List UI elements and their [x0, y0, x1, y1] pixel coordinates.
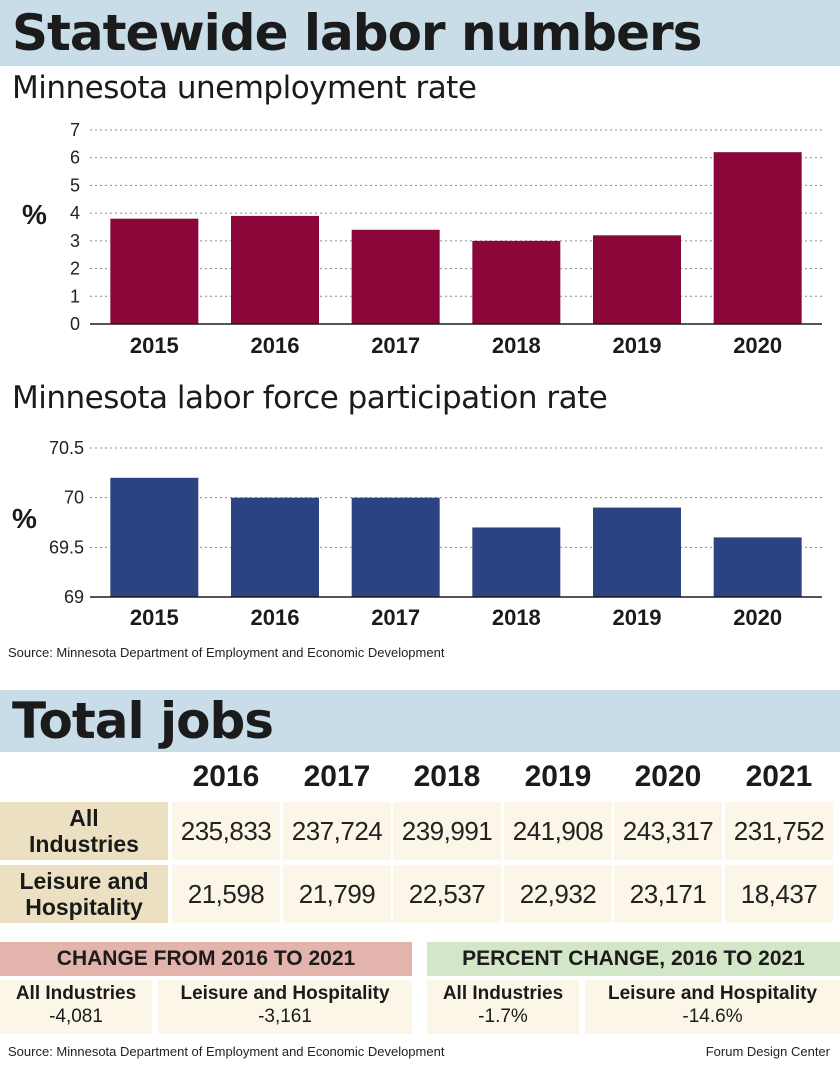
table-cell: 241,908 [504, 802, 612, 860]
x-tick-label: 2017 [371, 605, 420, 630]
y-tick-label: 70 [64, 488, 84, 508]
bar [231, 497, 319, 597]
table-cell: 18,437 [725, 865, 833, 923]
table-cell: 231,752 [725, 802, 833, 860]
y-tick-label: 0 [70, 314, 80, 334]
bar [472, 240, 561, 324]
percent-all-label: All Industries [442, 983, 564, 1004]
table-cell: 235,833 [172, 802, 280, 860]
jobs-banner: Total jobs [0, 690, 840, 752]
bar [351, 497, 440, 597]
table-cell: 239,991 [393, 802, 501, 860]
bar [593, 235, 681, 324]
year-header: 2021 [745, 760, 813, 793]
y-tick-label: 70.5 [49, 438, 84, 458]
year-header: 2018 [413, 760, 481, 793]
bar [110, 218, 199, 324]
table-cell: 21,799 [283, 865, 391, 923]
bar [713, 152, 802, 324]
change-header: CHANGE FROM 2016 TO 2021 [0, 942, 412, 976]
percent-lh-label: Leisure and Hospitality [607, 983, 818, 1004]
y-axis-label: % [22, 199, 47, 230]
percent-change-header: PERCENT CHANGE, 2016 TO 2021 [427, 942, 840, 976]
source-note: Source: Minnesota Department of Employme… [8, 645, 445, 660]
table-cell: 21,598 [172, 865, 280, 923]
y-tick-label: 6 [70, 148, 80, 168]
row-label-leisure-hospitality: Leisure and Hospitality [0, 865, 168, 923]
header-banner: Statewide labor numbers [0, 0, 840, 66]
change-all-label: All Industries [15, 983, 137, 1004]
y-tick-label: 4 [70, 203, 80, 223]
percent-leisure-hospitality: Leisure and Hospitality -14.6% [585, 980, 840, 1034]
bar [713, 537, 802, 597]
y-tick-label: 7 [70, 120, 80, 140]
table-cell: 243,317 [614, 802, 722, 860]
jobs-title: Total jobs [12, 692, 274, 750]
bar [593, 507, 681, 597]
source-note: Source: Minnesota Department of Employme… [8, 1044, 445, 1059]
x-tick-label: 2018 [492, 605, 541, 630]
x-tick-label: 2015 [130, 605, 179, 630]
credit: Forum Design Center [705, 1044, 830, 1059]
y-tick-label: 2 [70, 259, 80, 279]
x-tick-label: 2015 [130, 333, 179, 358]
percent-all-industries: All Industries -1.7% [427, 980, 579, 1034]
y-tick-label: 69 [64, 587, 84, 607]
row-label-all-industries: All Industries [0, 802, 168, 860]
table-cell: 237,724 [283, 802, 391, 860]
participation-chart: 69 69.5 70 70.5% 2015 2016 2017 2018 2019 2020 [12, 438, 822, 630]
bar [472, 527, 561, 597]
y-tick-label: 5 [70, 175, 80, 195]
x-tick-label: 2016 [251, 605, 300, 630]
change-lh-label: Leisure and Hospitality [180, 983, 390, 1004]
x-tick-label: 2020 [733, 333, 782, 358]
year-header: 2016 [192, 760, 260, 793]
page-title: Statewide labor numbers [12, 4, 702, 62]
table-cell: 22,932 [504, 865, 612, 923]
x-tick-label: 2019 [613, 333, 662, 358]
x-tick-label: 2020 [733, 605, 782, 630]
unemployment-chart: 0 1 2 3 4 5 6 7% 2015 2016 2017 2018 2019 2020 [22, 120, 822, 358]
y-tick-label: 69.5 [49, 537, 84, 557]
year-header: 2020 [634, 760, 702, 793]
percent-all-value: -1.7% [478, 1006, 528, 1027]
x-tick-label: 2017 [371, 333, 420, 358]
y-axis-label: % [12, 503, 37, 534]
bar [110, 477, 199, 597]
y-tick-label: 1 [70, 286, 80, 306]
change-leisure-hospitality: Leisure and Hospitality -3,161 [158, 980, 412, 1034]
participation-chart-title: Minnesota labor force participation rate [12, 380, 608, 416]
table-cell: 22,537 [393, 865, 501, 923]
year-header: 2019 [524, 760, 592, 793]
change-all-industries: All Industries -4,081 [0, 980, 152, 1034]
bar [231, 215, 319, 324]
year-header: 2017 [303, 760, 371, 793]
y-tick-label: 3 [70, 231, 80, 251]
bar [351, 229, 440, 324]
change-all-value: -4,081 [49, 1006, 103, 1027]
table-cell: 23,171 [614, 865, 722, 923]
x-tick-label: 2018 [492, 333, 541, 358]
change-lh-value: -3,161 [258, 1006, 312, 1027]
x-tick-label: 2016 [251, 333, 300, 358]
x-tick-label: 2019 [613, 605, 662, 630]
unemployment-chart-title: Minnesota unemployment rate [12, 70, 477, 106]
percent-lh-value: -14.6% [682, 1006, 743, 1027]
